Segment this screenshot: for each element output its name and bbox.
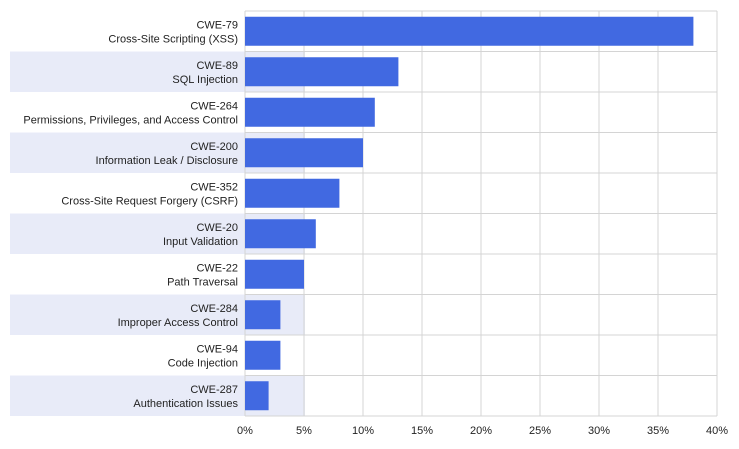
bar [245, 340, 281, 370]
x-tick-label: 40% [706, 425, 728, 437]
x-tick-label: 35% [647, 425, 669, 437]
x-tick-label: 30% [588, 425, 610, 437]
category-label: CWE-94 Code Injection [168, 343, 238, 369]
category-label: CWE-264 Permissions, Privileges, and Acce… [23, 100, 238, 126]
bars [245, 16, 694, 411]
category-labels: CWE-79 Cross-Site Scripting (XSS) CWE-89 SQ… [23, 19, 238, 410]
category-label: CWE-200 Information Leak / Disclosure [96, 141, 238, 167]
category-label: CWE-22 Path Traversal [167, 262, 238, 288]
bar [245, 97, 375, 127]
category-label: CWE-79 Cross-Site Scripting (XSS) [108, 19, 238, 45]
x-tick-label: 15% [411, 425, 433, 437]
x-tick-label: 10% [352, 425, 374, 437]
category-label: CWE-352 Cross-Site Request Forgery (CSRF) [61, 181, 238, 207]
bar [245, 138, 363, 168]
x-tick-label: 5% [296, 425, 312, 437]
bar [245, 16, 694, 46]
x-tick-label: 0% [237, 425, 253, 437]
category-label: CWE-89 SQL Injection [172, 60, 238, 86]
x-axis-tick-labels: 0% 5% 10% 15% 20% 25% 30% 35% 40% [237, 425, 728, 437]
bar [245, 259, 304, 289]
bar [245, 178, 340, 208]
bar [245, 300, 281, 330]
category-label: CWE-20 Input Validation [163, 222, 238, 248]
category-label: CWE-284 Improper Access Control [118, 303, 238, 329]
bar [245, 57, 399, 87]
x-tick-label: 20% [470, 425, 492, 437]
category-label: CWE-287 Authentication Issues [133, 384, 238, 410]
bar [245, 219, 316, 249]
bar [245, 381, 269, 411]
x-tick-label: 25% [529, 425, 551, 437]
